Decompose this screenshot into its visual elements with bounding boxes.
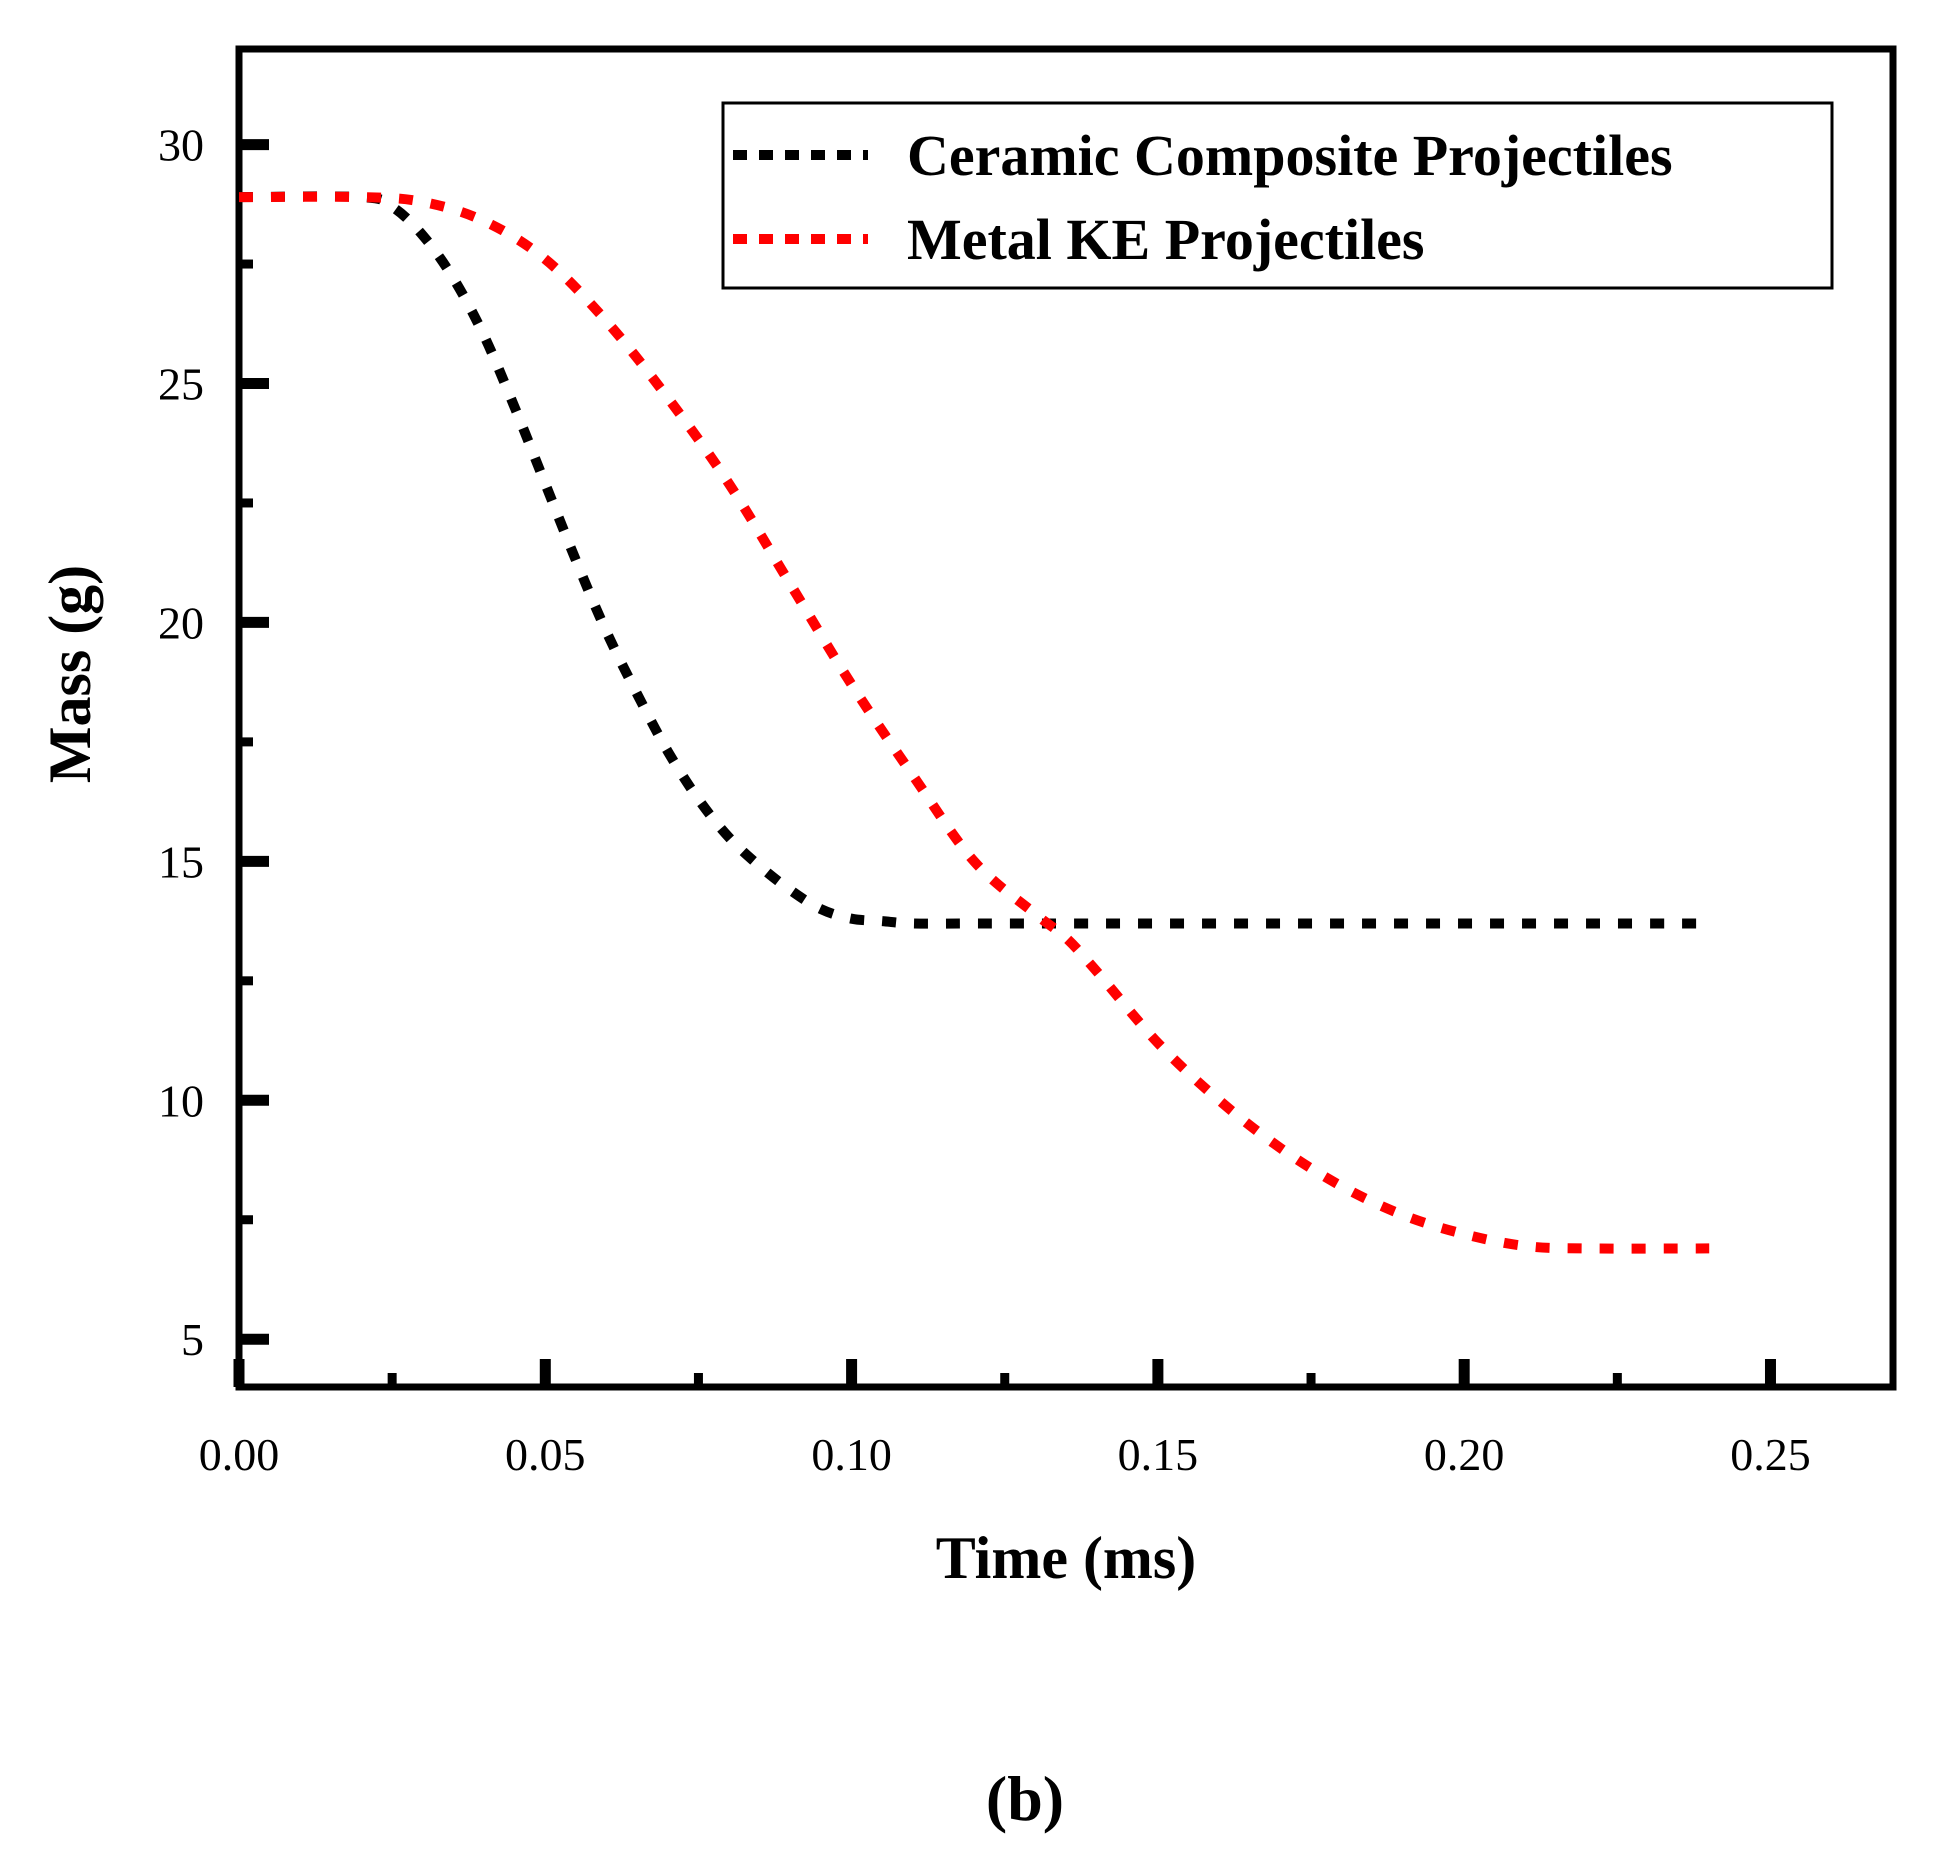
y-tick-label: 20 (158, 597, 204, 648)
y-tick-label: 10 (158, 1075, 204, 1126)
y-tick-label: 30 (158, 120, 204, 171)
legend-label-ceramic: Ceramic Composite Projectiles (907, 123, 1673, 188)
series-line-ceramic (238, 191, 1710, 929)
y-axis-ticks: 5 10 15 20 25 30 (158, 120, 269, 1365)
series-line-metal (238, 191, 1710, 1254)
x-tick-label: 0.00 (199, 1429, 280, 1480)
legend: Ceramic Composite Projectiles Metal KE P… (721, 101, 1834, 290)
y-axis-title: Mass (g) (37, 565, 103, 783)
x-axis-ticks: 0.00 0.05 0.10 0.15 0.20 0.25 (199, 1359, 1811, 1480)
y-tick-label: 5 (181, 1314, 204, 1365)
x-tick-label: 0.10 (811, 1429, 892, 1480)
legend-label-metal: Metal KE Projectiles (907, 207, 1425, 272)
y-tick-label: 15 (158, 836, 204, 887)
x-tick-label: 0.05 (505, 1429, 586, 1480)
legend-box (721, 101, 1834, 290)
panel-label: (b) (986, 1763, 1064, 1834)
x-axis-title: Time (ms) (936, 1525, 1197, 1591)
y-tick-label: 25 (158, 359, 204, 410)
plot-frame (235, 45, 1897, 1391)
x-tick-label: 0.25 (1730, 1429, 1811, 1480)
x-tick-label: 0.20 (1424, 1429, 1505, 1480)
x-tick-label: 0.15 (1118, 1429, 1199, 1480)
series-lines (238, 191, 1710, 1254)
